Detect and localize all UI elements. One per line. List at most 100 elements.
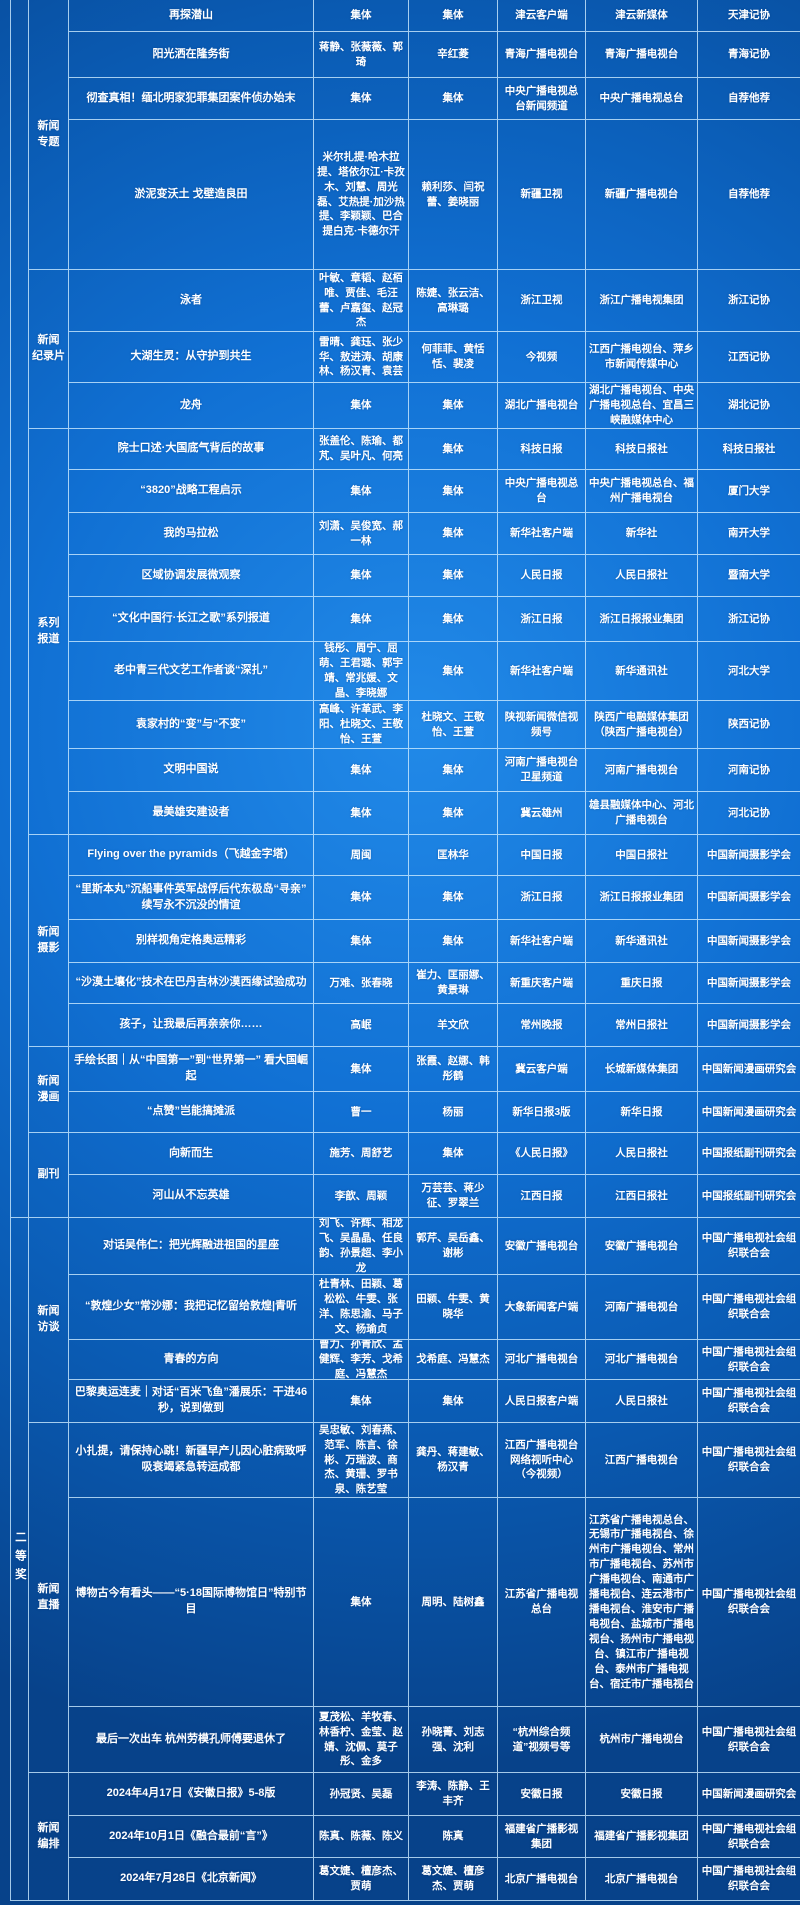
media-cell: 江西广播电视台网络视听中心（今视频）: [498, 1423, 586, 1498]
title-cell: 青春的方向: [69, 1340, 314, 1380]
editors-cell: 龚丹、蒋建敏、杨汉青: [409, 1423, 498, 1498]
organization-cell: 人民日报社: [586, 1133, 698, 1175]
recommender-cell: 中国新闻漫画研究会: [698, 1047, 800, 1092]
authors-cell: 孙冠贤、吴磊: [314, 1773, 409, 1816]
authors-cell: 刘飞、许辉、相龙飞、吴晶晶、任良韵、孙景超、李小龙: [314, 1218, 409, 1275]
title-cell: “沙漠土壤化”技术在巴丹吉林沙漠西缘试验成功: [69, 963, 314, 1004]
title-cell: 泳者: [69, 270, 314, 332]
recommender-cell: 科技日报社: [698, 429, 800, 470]
media-cell: 新疆卫视: [498, 120, 586, 270]
editors-cell: 集体: [409, 555, 498, 597]
editors-cell: 集体: [409, 78, 498, 120]
organization-cell: 杭州市广播电视台: [586, 1707, 698, 1773]
authors-cell: 集体: [314, 0, 409, 32]
authors-cell: 集体: [314, 470, 409, 513]
award-tier-label: 二等奖: [13, 1531, 26, 1587]
title-cell: 巴黎奥运连麦｜对话“百米飞鱼”潘展乐：干进46秒，说到做到: [69, 1380, 314, 1423]
recommender-cell: 中国新闻漫画研究会: [698, 1773, 800, 1816]
media-cell: 河南广播电视台卫星频道: [498, 749, 586, 792]
title-cell: “里斯本丸”沉船事件英军战俘后代东极岛“寻亲” 续写永不沉没的情谊: [69, 876, 314, 920]
media-cell: 福建省广播影视集团: [498, 1816, 586, 1858]
organization-cell: 江苏省广播电视总台、无锡市广播电视台、徐州市广播电视台、常州市广播电视台、苏州市…: [586, 1498, 698, 1707]
authors-cell: 陈真、陈薇、陈义: [314, 1816, 409, 1858]
title-cell: 区域协调发展微观察: [69, 555, 314, 597]
recommender-cell: 中国广播电视社会组织联合会: [698, 1858, 800, 1901]
editors-cell: 集体: [409, 429, 498, 470]
organization-cell: 浙江日报报业集团: [586, 597, 698, 642]
editors-cell: 李涛、陈静、王丰齐: [409, 1773, 498, 1816]
media-cell: 新华社客户端: [498, 513, 586, 555]
organization-cell: 安徽日报: [586, 1773, 698, 1816]
recommender-cell: 湖北记协: [698, 383, 800, 429]
media-cell: 科技日报: [498, 429, 586, 470]
organization-cell: 人民日报社: [586, 1380, 698, 1423]
media-cell: 浙江卫视: [498, 270, 586, 332]
authors-cell: 集体: [314, 876, 409, 920]
recommender-cell: 青海记协: [698, 32, 800, 78]
authors-cell: 集体: [314, 920, 409, 963]
title-cell: 我的马拉松: [69, 513, 314, 555]
awards-table: 二等奖 新闻 专题 再探潜山 集体 集体 津云客户端 津云新媒体 天津记协 阳光洒在隆务街 蒋静、…: [10, 0, 800, 1901]
authors-cell: 蒋静、张薇薇、郭琦: [314, 32, 409, 78]
title-cell: 向新而生: [69, 1133, 314, 1175]
authors-cell: 集体: [314, 78, 409, 120]
authors-cell: 集体: [314, 383, 409, 429]
media-cell: 人民日报: [498, 555, 586, 597]
organization-cell: 河南广播电视台: [586, 749, 698, 792]
authors-cell: 雷晴、龚珏、张少华、敖进涛、胡康林、杨汉青、袁芸: [314, 332, 409, 383]
category-cell: 新闻 摄影: [29, 835, 69, 1047]
recommender-cell: 江西记协: [698, 332, 800, 383]
recommender-cell: 自荐他荐: [698, 120, 800, 270]
title-cell: 别样视角定格奥运精彩: [69, 920, 314, 963]
organization-cell: 长城新媒体集团: [586, 1047, 698, 1092]
media-cell: 新重庆客户端: [498, 963, 586, 1004]
title-cell: 彻查真相！缅北明家犯罪集团案件侦办始末: [69, 78, 314, 120]
editors-cell: 集体: [409, 876, 498, 920]
recommender-cell: 厦门大学: [698, 470, 800, 513]
editors-cell: 孙晓菁、刘志强、沈利: [409, 1707, 498, 1773]
authors-cell: 集体: [314, 1498, 409, 1707]
organization-cell: 北京广播电视台: [586, 1858, 698, 1901]
organization-cell: 中央广播电视总台: [586, 78, 698, 120]
category-cell: 新闻 纪录片: [29, 270, 69, 429]
title-cell: 最美雄安建设者: [69, 792, 314, 835]
authors-cell: 钱彤、周宁、屈萌、王君璐、郭宇靖、常兆媛、文晶、李晓娜: [314, 642, 409, 701]
title-cell: 再探潜山: [69, 0, 314, 32]
title-cell: 河山从不忘英雄: [69, 1175, 314, 1218]
category-cell: 新闻 编排: [29, 1773, 69, 1901]
editors-cell: 崔力、匡丽娜、黄景琳: [409, 963, 498, 1004]
organization-cell: 中国日报社: [586, 835, 698, 876]
recommender-cell: 中国新闻漫画研究会: [698, 1092, 800, 1133]
organization-cell: 湖北广播电视台、中央广播电视总台、宜昌三峡融媒体中心: [586, 383, 698, 429]
media-cell: 津云客户端: [498, 0, 586, 32]
organization-cell: 新华社: [586, 513, 698, 555]
media-cell: 北京广播电视台: [498, 1858, 586, 1901]
title-cell: 龙舟: [69, 383, 314, 429]
editors-cell: 田颖、牛雯、黄晓华: [409, 1275, 498, 1340]
editors-cell: 杨丽: [409, 1092, 498, 1133]
organization-cell: 河北广播电视台: [586, 1340, 698, 1380]
title-cell: 2024年7月28日《北京新闻》: [69, 1858, 314, 1901]
media-cell: 安徽广播电视台: [498, 1218, 586, 1275]
authors-cell: 周闽: [314, 835, 409, 876]
recommender-cell: 中国广播电视社会组织联合会: [698, 1275, 800, 1340]
recommender-cell: 浙江记协: [698, 597, 800, 642]
title-cell: 文明中国说: [69, 749, 314, 792]
organization-cell: 河南广播电视台: [586, 1275, 698, 1340]
recommender-cell: 中国新闻摄影学会: [698, 963, 800, 1004]
organization-cell: 新华通讯社: [586, 920, 698, 963]
editors-cell: 集体: [409, 597, 498, 642]
organization-cell: 新疆广播电视台: [586, 120, 698, 270]
organization-cell: 江西日报社: [586, 1175, 698, 1218]
authors-cell: 集体: [314, 1047, 409, 1092]
media-cell: 浙江日报: [498, 597, 586, 642]
media-cell: 今视频: [498, 332, 586, 383]
media-cell: 中央广播电视总台: [498, 470, 586, 513]
organization-cell: 新华通讯社: [586, 642, 698, 701]
editors-cell: 集体: [409, 749, 498, 792]
title-cell: 淤泥变沃土 戈壁造良田: [69, 120, 314, 270]
editors-cell: 匡林华: [409, 835, 498, 876]
editors-cell: 杜晓文、王敬怡、王萱: [409, 701, 498, 749]
editors-cell: 葛文婕、檀彦杰、贾萌: [409, 1858, 498, 1901]
title-cell: 博物古今有看头——“5·18国际博物馆日”特别节目: [69, 1498, 314, 1707]
